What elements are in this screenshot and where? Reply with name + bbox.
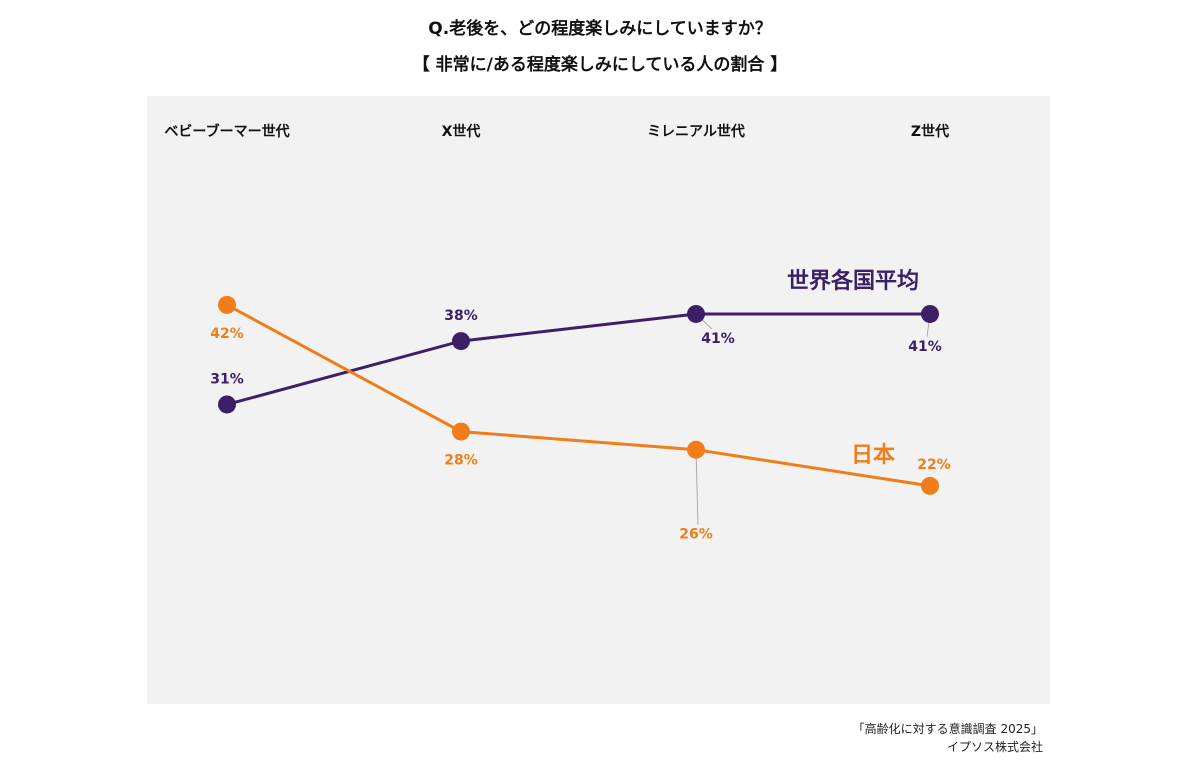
category-label: Z世代 (911, 123, 949, 140)
data-label: 22% (917, 457, 951, 473)
data-label: 28% (444, 453, 478, 469)
series-label-world: 世界各国平均 (787, 268, 919, 294)
chart-subtitle: 【 非常に/ある程度楽しみにしている人の割合 】 (412, 55, 788, 75)
series-label-japan: 日本 (851, 443, 895, 468)
data-point (687, 440, 705, 459)
data-label: 26% (679, 527, 713, 543)
data-point (687, 304, 705, 323)
data-label: 41% (701, 331, 735, 347)
data-label: 38% (444, 308, 478, 324)
leader-line (695, 449, 699, 525)
data-point (921, 476, 939, 495)
data-point (218, 395, 236, 414)
chart-title: Q.老後を、どの程度楽しみにしていますか？ (428, 19, 772, 39)
data-point (452, 332, 470, 351)
category-label: ベビーブーマー世代 (164, 123, 289, 140)
data-point (452, 422, 470, 441)
category-label: ミレニアル世代 (647, 123, 745, 140)
data-point (218, 295, 236, 314)
line-chart: ベビーブーマー世代 X世代 ミレニアル世代 Z世代 31% 38% 41% 41% 42% 28%… (164, 123, 951, 543)
source-company: イプソス株式会社 (946, 740, 1043, 754)
series-line (226, 312, 930, 406)
series-line (226, 303, 931, 488)
category-label: X世代 (442, 123, 481, 140)
data-label: 42% (210, 326, 244, 342)
data-label: 41% (908, 339, 942, 355)
source-title: 「高齢化に対する意識調査 2025」 (852, 722, 1043, 736)
data-label: 31% (210, 371, 244, 387)
data-point (921, 304, 939, 323)
chart-panel: ベビーブーマー世代 X世代 ミレニアル世代 Z世代 31% 38% 41% 41% 42% 28%… (147, 96, 1050, 704)
